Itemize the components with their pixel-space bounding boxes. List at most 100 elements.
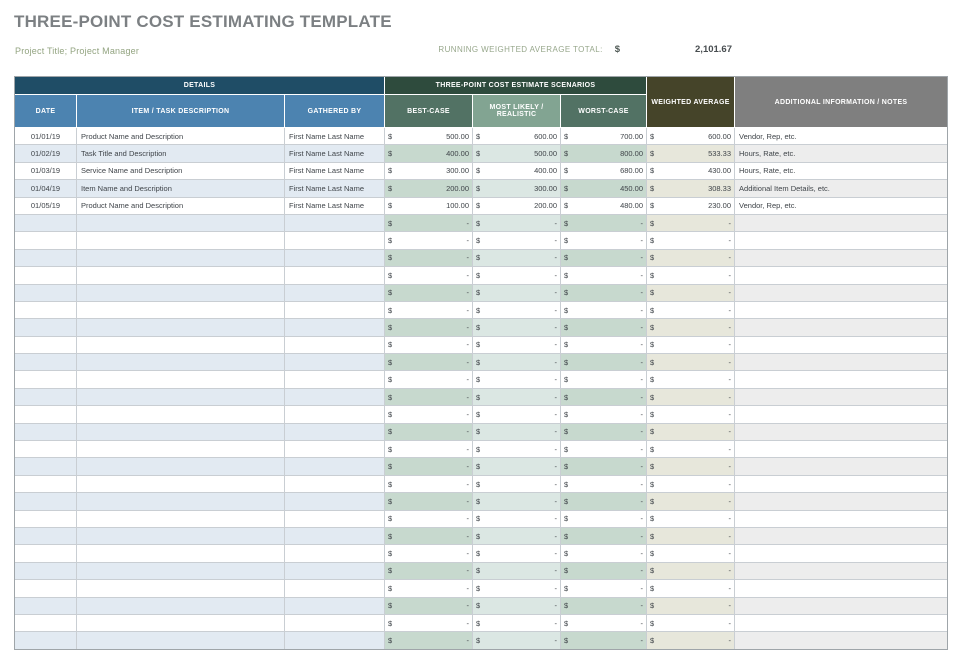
notes-cell[interactable]: [735, 354, 948, 372]
notes-cell[interactable]: Vendor, Rep, etc.: [735, 197, 948, 215]
notes-cell[interactable]: [735, 336, 948, 355]
date-cell[interactable]: [15, 458, 77, 476]
most-likely-cell[interactable]: $ -: [473, 458, 562, 476]
weighted-average-cell[interactable]: $ -: [647, 597, 736, 615]
gathered-by-cell[interactable]: [285, 406, 386, 424]
weighted-average-cell[interactable]: $ -: [647, 632, 736, 649]
notes-cell[interactable]: [735, 371, 948, 389]
most-likely-cell[interactable]: $ -: [473, 580, 562, 598]
gathered-by-cell[interactable]: [285, 319, 386, 337]
most-likely-cell[interactable]: $ -: [473, 441, 562, 459]
best-case-cell[interactable]: $ -: [385, 354, 474, 372]
item-description-cell[interactable]: Service Name and Description: [77, 162, 285, 181]
most-likely-cell[interactable]: $ -: [473, 632, 562, 649]
weighted-average-cell[interactable]: $ -: [647, 371, 736, 389]
gathered-by-cell[interactable]: [285, 336, 386, 355]
date-cell[interactable]: [15, 301, 77, 320]
most-likely-cell[interactable]: $ -: [473, 597, 562, 615]
best-case-cell[interactable]: $300.00: [385, 162, 474, 181]
weighted-average-cell[interactable]: $ -: [647, 284, 736, 302]
best-case-cell[interactable]: $ -: [385, 441, 474, 459]
weighted-average-cell[interactable]: $ -: [647, 249, 736, 268]
weighted-average-cell[interactable]: $533.33: [647, 145, 736, 163]
item-description-cell[interactable]: [77, 614, 285, 633]
date-cell[interactable]: [15, 493, 77, 511]
best-case-cell[interactable]: $ -: [385, 232, 474, 250]
item-description-cell[interactable]: [77, 562, 285, 581]
notes-cell[interactable]: [735, 475, 948, 494]
date-cell[interactable]: [15, 441, 77, 459]
item-description-cell[interactable]: [77, 388, 285, 407]
most-likely-cell[interactable]: $400.00: [473, 162, 562, 181]
date-cell[interactable]: [15, 527, 77, 546]
gathered-by-cell[interactable]: [285, 267, 386, 285]
date-cell[interactable]: [15, 232, 77, 250]
most-likely-cell[interactable]: $200.00: [473, 197, 562, 215]
most-likely-cell[interactable]: $ -: [473, 284, 562, 302]
notes-cell[interactable]: [735, 249, 948, 268]
gathered-by-cell[interactable]: [285, 388, 386, 407]
weighted-average-cell[interactable]: $ -: [647, 301, 736, 320]
item-description-cell[interactable]: [77, 406, 285, 424]
best-case-cell[interactable]: $ -: [385, 475, 474, 494]
date-cell[interactable]: 01/03/19: [15, 162, 77, 181]
best-case-cell[interactable]: $ -: [385, 214, 474, 233]
date-cell[interactable]: [15, 354, 77, 372]
gathered-by-cell[interactable]: First Name Last Name: [285, 180, 386, 198]
worst-case-cell[interactable]: $ -: [561, 336, 648, 355]
notes-cell[interactable]: [735, 388, 948, 407]
worst-case-cell[interactable]: $ -: [561, 354, 648, 372]
date-cell[interactable]: [15, 632, 77, 649]
worst-case-cell[interactable]: $ -: [561, 214, 648, 233]
gathered-by-cell[interactable]: [285, 632, 386, 649]
weighted-average-cell[interactable]: $ -: [647, 232, 736, 250]
gathered-by-cell[interactable]: [285, 284, 386, 302]
notes-cell[interactable]: [735, 597, 948, 615]
date-cell[interactable]: [15, 545, 77, 563]
date-cell[interactable]: [15, 371, 77, 389]
best-case-cell[interactable]: $ -: [385, 510, 474, 528]
best-case-cell[interactable]: $ -: [385, 301, 474, 320]
best-case-cell[interactable]: $ -: [385, 423, 474, 442]
date-cell[interactable]: [15, 249, 77, 268]
best-case-cell[interactable]: $ -: [385, 249, 474, 268]
worst-case-cell[interactable]: $ -: [561, 632, 648, 649]
worst-case-cell[interactable]: $ -: [561, 458, 648, 476]
best-case-cell[interactable]: $ -: [385, 580, 474, 598]
date-cell[interactable]: [15, 597, 77, 615]
most-likely-cell[interactable]: $ -: [473, 336, 562, 355]
most-likely-cell[interactable]: $ -: [473, 371, 562, 389]
weighted-average-cell[interactable]: $430.00: [647, 162, 736, 181]
weighted-average-cell[interactable]: $ -: [647, 441, 736, 459]
weighted-average-cell[interactable]: $230.00: [647, 197, 736, 215]
notes-cell[interactable]: Hours, Rate, etc.: [735, 145, 948, 163]
worst-case-cell[interactable]: $ -: [561, 284, 648, 302]
weighted-average-cell[interactable]: $ -: [647, 545, 736, 563]
date-cell[interactable]: 01/02/19: [15, 145, 77, 163]
worst-case-cell[interactable]: $ -: [561, 423, 648, 442]
gathered-by-cell[interactable]: [285, 214, 386, 233]
notes-cell[interactable]: [735, 527, 948, 546]
worst-case-cell[interactable]: $ -: [561, 545, 648, 563]
most-likely-cell[interactable]: $ -: [473, 301, 562, 320]
best-case-cell[interactable]: $ -: [385, 319, 474, 337]
most-likely-cell[interactable]: $ -: [473, 267, 562, 285]
gathered-by-cell[interactable]: [285, 423, 386, 442]
worst-case-cell[interactable]: $ -: [561, 267, 648, 285]
item-description-cell[interactable]: [77, 354, 285, 372]
most-likely-cell[interactable]: $ -: [473, 527, 562, 546]
gathered-by-cell[interactable]: [285, 371, 386, 389]
item-description-cell[interactable]: Product Name and Description: [77, 128, 285, 146]
worst-case-cell[interactable]: $ -: [561, 406, 648, 424]
notes-cell[interactable]: [735, 232, 948, 250]
best-case-cell[interactable]: $ -: [385, 284, 474, 302]
item-description-cell[interactable]: [77, 232, 285, 250]
item-description-cell[interactable]: [77, 632, 285, 649]
item-description-cell[interactable]: [77, 301, 285, 320]
notes-cell[interactable]: [735, 614, 948, 633]
notes-cell[interactable]: [735, 406, 948, 424]
date-cell[interactable]: [15, 319, 77, 337]
best-case-cell[interactable]: $ -: [385, 614, 474, 633]
most-likely-cell[interactable]: $ -: [473, 319, 562, 337]
worst-case-cell[interactable]: $ -: [561, 614, 648, 633]
